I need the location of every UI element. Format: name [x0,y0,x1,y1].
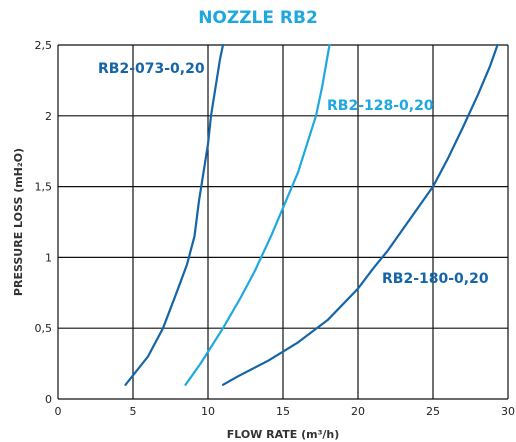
series-line [184,43,331,386]
y-tick-label: 0,5 [35,322,53,335]
series-label: RB2-180-0,20 [382,271,489,287]
series-line [221,43,499,386]
x-axis-ticks: 0 5 10 15 20 25 30 [55,405,516,418]
grid-lines [57,44,509,400]
series-label: RB2-128-0,20 [327,98,434,114]
y-tick-label: 0 [45,393,52,406]
x-tick-label: 15 [276,405,290,418]
series-labels: RB2-073-0,20 RB2-128-0,20 RB2-180-0,20 [98,61,489,287]
series-lines [124,43,499,386]
y-tick-label: 1 [45,251,52,264]
x-tick-label: 10 [201,405,215,418]
chart-title: NOZZLE RB2 [198,8,318,28]
series-label: RB2-073-0,20 [98,61,205,77]
x-axis-label: FLOW RATE (m³/h) [227,428,340,441]
series-line [124,43,225,386]
y-tick-label: 2 [45,110,52,123]
x-tick-label: 20 [351,405,365,418]
x-tick-label: 30 [501,405,515,418]
y-axis-ticks: 0 0,5 1 1,5 2 2,5 [35,39,53,406]
x-tick-label: 0 [55,405,62,418]
y-tick-label: 2,5 [35,39,53,52]
x-tick-label: 25 [426,405,440,418]
y-tick-label: 1,5 [35,181,53,194]
y-axis-label: PRESSURE LOSS (mH₂O) [12,148,25,296]
x-tick-label: 5 [130,405,137,418]
